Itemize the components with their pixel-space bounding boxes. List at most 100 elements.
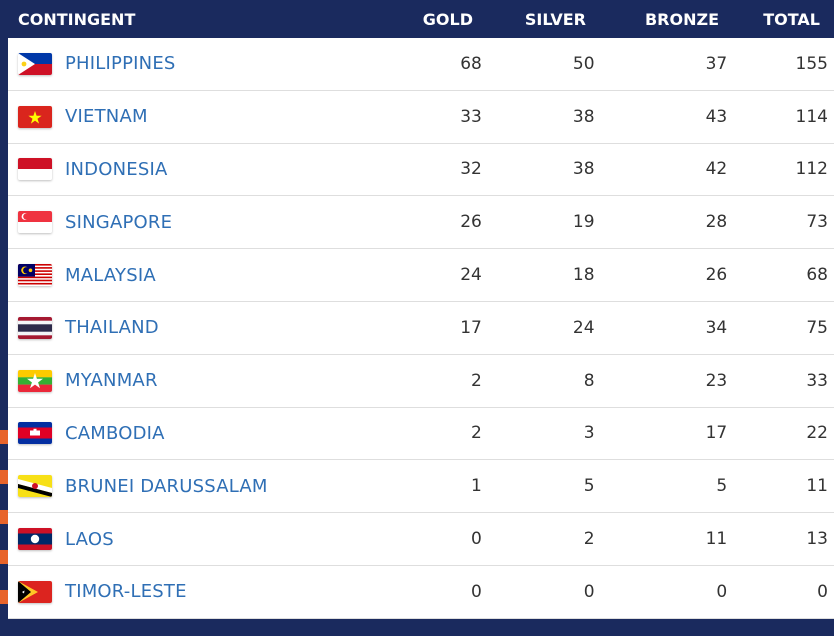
table-header: CONTINGENT GOLD SILVER BRONZE TOTAL — [8, 0, 834, 38]
column-header-silver[interactable]: SILVER — [524, 9, 586, 29]
total-count: 73 — [806, 212, 828, 233]
brunei-flag-icon — [18, 475, 52, 498]
timor-leste-flag-icon — [18, 580, 52, 603]
silver-count: 19 — [572, 212, 595, 233]
table-row: THAILAND 17 24 34 75 — [8, 301, 834, 355]
table-row: INDONESIA 32 38 42 112 — [8, 143, 834, 197]
vietnam-flag-icon — [18, 105, 52, 128]
philippines-flag-icon — [18, 52, 52, 75]
decor-stripe — [0, 510, 8, 524]
myanmar-flag-icon — [18, 369, 52, 392]
bronze-count: 42 — [705, 159, 728, 180]
silver-count: 5 — [583, 476, 595, 497]
gold-count: 2 — [471, 370, 482, 391]
gold-count: 68 — [460, 53, 482, 74]
silver-count: 38 — [572, 159, 595, 180]
total-count: 0 — [817, 581, 828, 602]
contingent-cell: TIMOR-LESTE — [8, 580, 409, 603]
column-header-contingent[interactable]: CONTINGENT — [18, 9, 136, 29]
country-link[interactable]: VIETNAM — [65, 106, 148, 128]
decor-stripe — [0, 430, 8, 444]
decor-stripe — [0, 590, 8, 604]
country-link[interactable]: SINGAPORE — [65, 211, 173, 233]
bronze-count: 43 — [705, 106, 728, 127]
bronze-count: 17 — [705, 423, 728, 444]
singapore-flag-icon — [18, 211, 52, 234]
indonesia-flag-icon — [18, 158, 52, 181]
bronze-count: 37 — [705, 53, 728, 74]
table-row: SINGAPORE 26 19 28 73 — [8, 196, 834, 250]
country-link[interactable]: CAMBODIA — [65, 422, 165, 444]
silver-count: 18 — [572, 265, 595, 286]
bronze-count: 26 — [705, 265, 728, 286]
country-link[interactable]: THAILAND — [65, 317, 159, 339]
thailand-flag-icon — [18, 316, 52, 339]
contingent-cell: VIETNAM — [8, 105, 409, 128]
silver-count: 3 — [583, 423, 595, 444]
contingent-cell: MALAYSIA — [8, 264, 409, 287]
medal-table: CONTINGENT GOLD SILVER BRONZE TOTAL PHIL… — [8, 0, 834, 636]
country-link[interactable]: INDONESIA — [65, 158, 168, 180]
total-count: 75 — [806, 317, 828, 338]
bronze-count: 34 — [705, 317, 728, 338]
country-link[interactable]: PHILIPPINES — [65, 53, 176, 75]
cambodia-flag-icon — [18, 422, 52, 445]
table-row: VIETNAM 33 38 43 114 — [8, 90, 834, 144]
gold-count: 1 — [471, 476, 482, 497]
contingent-cell: MYANMAR — [8, 369, 409, 392]
column-header-total[interactable]: TOTAL — [763, 9, 820, 29]
bronze-count: 0 — [716, 581, 728, 602]
laos-flag-icon — [18, 528, 52, 551]
gold-count: 2 — [471, 423, 482, 444]
contingent-cell: INDONESIA — [8, 158, 409, 181]
silver-count: 8 — [583, 370, 595, 391]
total-count: 22 — [806, 423, 828, 444]
bronze-count: 5 — [716, 476, 728, 497]
country-link[interactable]: BRUNEI DARUSSALAM — [65, 475, 268, 497]
total-count: 155 — [795, 53, 828, 74]
table-footer-bar — [8, 618, 834, 632]
gold-count: 33 — [460, 106, 482, 127]
total-count: 33 — [806, 370, 828, 391]
total-count: 11 — [806, 476, 828, 497]
country-link[interactable]: MYANMAR — [65, 370, 158, 392]
table-row: MALAYSIA 24 18 26 68 — [8, 249, 834, 302]
total-count: 13 — [806, 529, 828, 550]
gold-count: 0 — [471, 529, 482, 550]
gold-count: 17 — [460, 317, 482, 338]
total-count: 112 — [795, 159, 828, 180]
contingent-cell: CAMBODIA — [8, 422, 409, 445]
contingent-cell: SINGAPORE — [8, 211, 409, 234]
table-body: PHILIPPINES 68 50 37 155 VIETNAM 33 38 4… — [8, 38, 834, 619]
table-row: MYANMAR 2 8 23 33 — [8, 354, 834, 408]
country-link[interactable]: MALAYSIA — [65, 264, 156, 286]
contingent-cell: BRUNEI DARUSSALAM — [8, 475, 409, 498]
decor-stripe — [0, 470, 8, 484]
silver-count: 2 — [583, 529, 595, 550]
country-link[interactable]: LAOS — [65, 528, 114, 550]
table-row: LAOS 0 2 11 13 — [8, 513, 834, 566]
bronze-count: 23 — [705, 370, 728, 391]
column-header-bronze[interactable]: BRONZE — [644, 9, 719, 29]
contingent-cell: THAILAND — [8, 316, 409, 339]
left-edge-decoration — [0, 0, 8, 636]
country-link[interactable]: TIMOR-LESTE — [65, 581, 187, 603]
table-row: TIMOR-LESTE 0 0 0 0 — [8, 565, 834, 619]
total-count: 68 — [806, 265, 828, 286]
table-row: CAMBODIA 2 3 17 22 — [8, 407, 834, 461]
column-header-gold[interactable]: GOLD — [422, 9, 473, 29]
contingent-cell: LAOS — [8, 528, 409, 551]
malaysia-flag-icon — [18, 264, 52, 287]
bronze-count: 11 — [705, 529, 728, 550]
silver-count: 0 — [583, 581, 595, 602]
table-row: PHILIPPINES 68 50 37 155 — [8, 38, 834, 91]
bronze-count: 28 — [705, 212, 728, 233]
silver-count: 24 — [572, 317, 595, 338]
gold-count: 24 — [460, 265, 482, 286]
silver-count: 50 — [572, 53, 595, 74]
total-count: 114 — [795, 106, 828, 127]
table-row: BRUNEI DARUSSALAM 1 5 5 11 — [8, 460, 834, 514]
gold-count: 26 — [460, 212, 482, 233]
contingent-cell: PHILIPPINES — [8, 52, 409, 75]
decor-stripe — [0, 550, 8, 564]
